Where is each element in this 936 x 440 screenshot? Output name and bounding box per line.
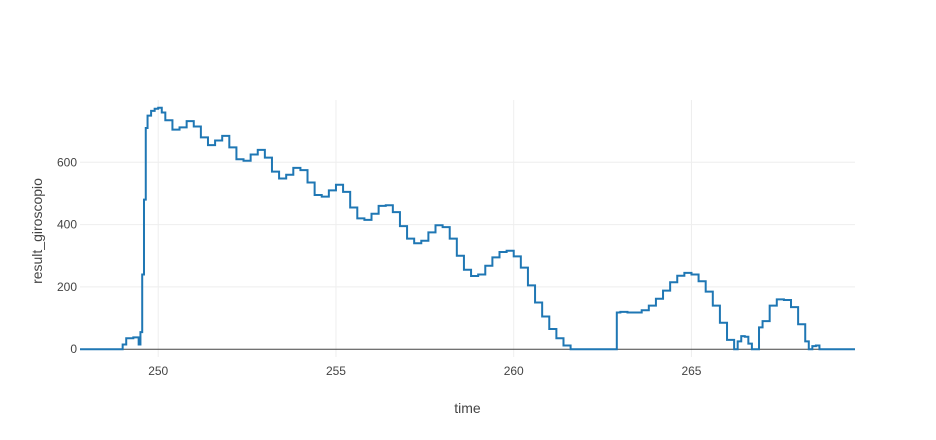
- y-tick-label: 600: [57, 155, 77, 169]
- x-axis-title: time: [454, 400, 481, 416]
- grid-layer: [80, 100, 855, 357]
- y-tick-label: 400: [57, 218, 77, 232]
- y-tick-label: 200: [57, 280, 77, 294]
- series-line: [80, 106, 855, 351]
- x-tick-label: 255: [326, 364, 346, 378]
- series-layer: [80, 106, 855, 351]
- x-tick-label: 250: [148, 364, 168, 378]
- y-axis-title: result_giroscopio: [29, 178, 45, 284]
- y-tick-label: 0: [70, 342, 77, 356]
- x-tick-label: 260: [504, 364, 524, 378]
- x-tick-label: 265: [681, 364, 701, 378]
- tick-label-layer: 250 255 260 265 0 200 400 600: [57, 155, 702, 378]
